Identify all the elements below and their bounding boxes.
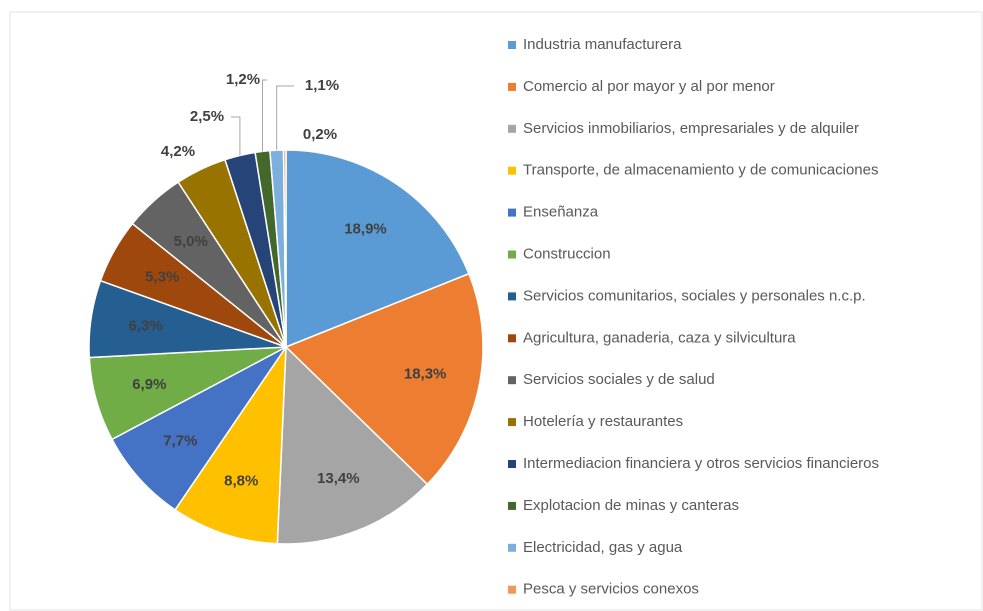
data-label: 18,3% xyxy=(404,365,447,382)
pie-slice xyxy=(282,149,287,348)
legend-label: Servicios comunitarios, sociales y perso… xyxy=(523,287,866,304)
legend-label: Industria manufacturera xyxy=(523,36,682,53)
legend-swatch xyxy=(508,460,516,468)
legend-swatch xyxy=(508,418,516,427)
legend-swatch xyxy=(508,585,516,594)
legend-swatch xyxy=(508,292,516,301)
leader-line xyxy=(261,79,267,152)
pie-slice xyxy=(110,346,287,511)
legend-swatch xyxy=(508,543,516,552)
legend-label: Hotelería y restaurantes xyxy=(523,413,683,430)
leader-line xyxy=(276,85,294,151)
legend-label: Pesca y servicios conexos xyxy=(523,581,699,598)
legend-label: Comercio al por mayor y al por menor xyxy=(523,78,775,95)
legend-swatch xyxy=(508,250,516,259)
legend-swatch xyxy=(508,41,516,49)
data-label: 5,3% xyxy=(145,269,179,286)
legend-label: Intermediacion financiera y otros servic… xyxy=(523,455,879,472)
data-label: 6,3% xyxy=(129,318,163,335)
legend-label: Explotacion de minas y canteras xyxy=(523,497,739,514)
data-label: 6,9% xyxy=(132,376,166,393)
legend-swatch xyxy=(508,166,516,175)
legend-label: Construccion xyxy=(523,245,611,262)
data-label: 2,5% xyxy=(190,108,224,125)
legend-swatch xyxy=(508,501,516,510)
data-label: 1,2% xyxy=(226,71,260,88)
data-label: 8,8% xyxy=(224,473,258,490)
legend-label: Agricultura, ganaderia, caza y silvicult… xyxy=(523,329,796,346)
legend-swatch xyxy=(508,376,516,385)
legend-label: Transporte, de almacenamiento y de comun… xyxy=(523,162,878,179)
data-label: 7,7% xyxy=(163,433,197,450)
pie-slice xyxy=(284,272,484,486)
pie-slice xyxy=(174,344,287,545)
data-label: 18,9% xyxy=(344,221,387,238)
legend-label: Servicios inmobiliarios, empresariales y… xyxy=(523,120,859,137)
data-label: 4,2% xyxy=(161,143,195,160)
data-label: 5,0% xyxy=(174,233,208,250)
legend-label: Electricidad, gas y agua xyxy=(523,539,683,556)
legend-swatch xyxy=(508,82,516,91)
legend-swatch xyxy=(508,334,516,343)
data-label: 13,4% xyxy=(317,470,360,487)
leader-line xyxy=(231,116,241,156)
data-label: 1,1% xyxy=(305,77,339,94)
pie-slice xyxy=(285,149,470,349)
data-label: 0,2% xyxy=(303,126,337,143)
legend-swatch xyxy=(508,208,516,217)
legend-label: Enseñanza xyxy=(523,204,599,221)
legend-label: Servicios sociales y de salud xyxy=(523,371,715,388)
pie-slice xyxy=(276,345,429,545)
legend-swatch xyxy=(508,124,516,133)
